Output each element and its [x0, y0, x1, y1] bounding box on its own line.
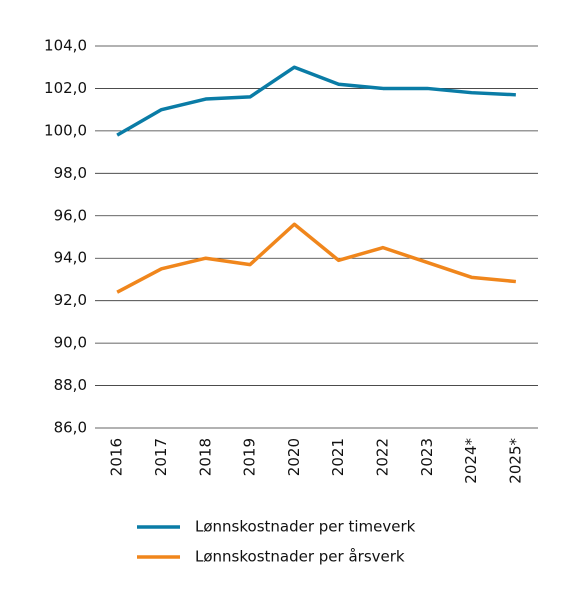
series-line — [116, 222, 517, 294]
x-tick-label: 2018 — [196, 438, 214, 476]
y-tick-label: 92,0 — [54, 291, 87, 309]
x-tick-label: 2020 — [285, 438, 303, 476]
series-line — [116, 65, 516, 137]
x-tick-label: 2022 — [373, 438, 391, 476]
x-tick-label: 2023 — [418, 438, 436, 476]
y-tick-label: 98,0 — [54, 164, 87, 182]
y-tick-label: 88,0 — [54, 376, 87, 394]
x-tick-label: 2017 — [152, 438, 170, 476]
y-tick-label: 102,0 — [44, 79, 87, 97]
y-tick-label: 100,0 — [44, 121, 87, 139]
y-tick-label: 90,0 — [54, 334, 87, 352]
y-tick-label: 86,0 — [54, 419, 87, 437]
x-tick-label: 2021 — [329, 438, 347, 476]
legend-label: Lønnskostnader per timeverk — [195, 518, 416, 536]
x-tick-label: 2016 — [108, 438, 126, 476]
x-tick-label: 2025* — [506, 438, 524, 484]
x-tick-label: 2019 — [241, 438, 259, 476]
y-tick-label: 104,0 — [44, 37, 87, 55]
y-tick-label: 96,0 — [54, 206, 87, 224]
x-tick-label: 2024* — [462, 438, 480, 484]
y-tick-label: 94,0 — [54, 249, 87, 267]
legend-label: Lønnskostnader per årsverk — [195, 548, 405, 566]
